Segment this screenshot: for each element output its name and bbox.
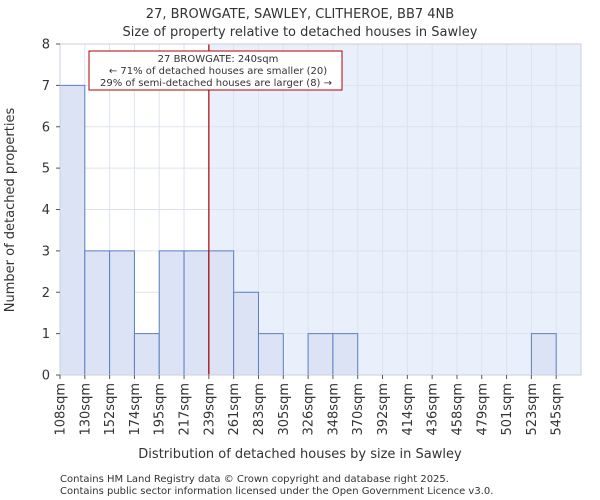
x-tick-label: 523sqm	[525, 383, 540, 436]
x-tick-label: 108sqm	[54, 383, 69, 436]
y-tick-label: 0	[42, 369, 50, 384]
x-tick-label: 392sqm	[376, 383, 391, 436]
x-tick-label: 195sqm	[153, 383, 168, 436]
annotation-line3: 29% of semi-detached houses are larger (…	[100, 78, 332, 89]
y-tick-label: 3	[42, 244, 50, 259]
bar-523sqm	[530, 333, 557, 376]
bar-217sqm	[183, 250, 210, 376]
annotation-box: 27 BROWGATE: 240sqm ← 71% of detached ho…	[88, 50, 343, 91]
footer-line1: Contains HM Land Registry data © Crown c…	[60, 474, 449, 485]
x-tick-label: 436sqm	[426, 383, 441, 436]
x-tick-label: 458sqm	[450, 383, 465, 436]
chart-title-line2: Size of property relative to detached ho…	[123, 25, 478, 40]
chart-title-line1: 27, BROWGATE, SAWLEY, CLITHEROE, BB7 4NB	[146, 7, 454, 22]
bar-195sqm	[158, 250, 185, 376]
annotation-line2: ← 71% of detached houses are smaller (20…	[109, 66, 327, 77]
x-tick-label: 130sqm	[78, 383, 93, 436]
x-tick-label: 239sqm	[202, 383, 217, 436]
x-tick-label: 370sqm	[351, 383, 366, 436]
x-tick-label: 283sqm	[252, 383, 267, 436]
y-tick-label: 4	[42, 203, 50, 218]
x-tick-label: 414sqm	[401, 383, 416, 436]
bar-283sqm	[257, 333, 284, 376]
bar-239sqm	[208, 250, 235, 376]
y-tick-label: 2	[42, 286, 50, 301]
y-ticks: 0 1 2 3 4 5 6 7 8	[42, 38, 60, 384]
x-tick-label: 261sqm	[227, 383, 242, 436]
y-tick-label: 5	[42, 162, 50, 177]
footer-line2: Contains public sector information licen…	[60, 486, 493, 497]
x-axis-label: Distribution of detached houses by size …	[138, 447, 462, 462]
x-tick-label: 217sqm	[178, 383, 193, 436]
annotation-frame	[88, 50, 343, 91]
x-tick-label: 479sqm	[475, 383, 490, 436]
y-tick-label: 7	[42, 79, 50, 94]
y-tick-label: 6	[42, 120, 50, 135]
bar-261sqm	[233, 291, 259, 376]
y-tick-label: 8	[42, 38, 50, 53]
x-tick-label: 174sqm	[128, 383, 143, 436]
bar-152sqm	[109, 250, 135, 376]
x-tick-label: 152sqm	[103, 383, 118, 436]
x-tick-label: 501sqm	[500, 383, 515, 436]
x-ticks: 108sqm 130sqm 152sqm 174sqm 195sqm 217sqm 239s…	[54, 375, 565, 436]
bar-130sqm	[84, 250, 111, 376]
x-tick-label: 326sqm	[302, 383, 317, 436]
x-tick-label: 348sqm	[326, 383, 341, 436]
bar-174sqm	[133, 333, 160, 376]
bar-326sqm	[307, 333, 334, 376]
bar-108sqm	[59, 84, 86, 376]
y-axis-label: Number of detached properties	[3, 108, 18, 313]
x-tick-label: 545sqm	[550, 383, 565, 436]
x-tick-label: 305sqm	[277, 383, 292, 436]
bars	[59, 84, 557, 376]
annotation-line1: 27 BROWGATE: 240sqm	[158, 54, 279, 65]
y-tick-label: 1	[42, 327, 50, 342]
bar-348sqm	[332, 333, 359, 376]
